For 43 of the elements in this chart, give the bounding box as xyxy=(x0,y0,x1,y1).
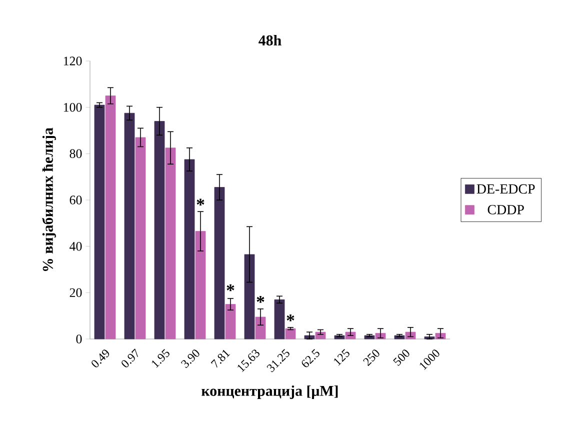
legend-label: CDDP xyxy=(488,204,524,214)
bar xyxy=(94,104,105,340)
y-tick-label: 20 xyxy=(70,288,82,298)
x-tick-label: 7.81 xyxy=(210,350,230,368)
x-tick-label: 500 xyxy=(393,350,410,366)
chart-title: 48h xyxy=(258,34,282,46)
y-tick-label: 0 xyxy=(76,334,82,344)
bar xyxy=(105,96,116,340)
x-tick-label: 0.49 xyxy=(92,350,110,368)
legend-label: DE-EDCP xyxy=(476,184,535,194)
bar xyxy=(424,336,435,340)
bar xyxy=(124,112,135,340)
bar xyxy=(255,316,266,340)
y-tick-label: 60 xyxy=(70,196,82,204)
x-tick-label: 125 xyxy=(334,349,350,366)
y-axis-title: % вијабилних ћелија xyxy=(42,128,56,272)
bar xyxy=(154,121,165,340)
y-tick-label: 80 xyxy=(70,149,82,158)
bar xyxy=(435,333,446,340)
bar xyxy=(225,304,236,340)
bar xyxy=(195,231,206,340)
bar xyxy=(285,328,296,340)
x-tick-label: 1.95 xyxy=(152,349,170,368)
annotation: * xyxy=(196,198,204,206)
bar xyxy=(244,254,255,340)
annotation: * xyxy=(226,284,234,292)
bar xyxy=(304,335,315,340)
x-tick-label: 3.90 xyxy=(181,350,200,368)
x-tick-label: 250 xyxy=(363,350,380,366)
bar xyxy=(214,187,225,340)
bar xyxy=(165,148,176,340)
x-axis-title: концентрација [μM] xyxy=(202,385,338,399)
annotation: * xyxy=(256,296,264,303)
annotation: * xyxy=(286,314,294,322)
x-tick-label: 62.5 xyxy=(302,349,320,368)
y-tick-label: 120 xyxy=(64,56,82,66)
bar xyxy=(274,299,285,340)
bar xyxy=(184,159,195,340)
x-tick-label: 0.97 xyxy=(122,348,138,368)
y-tick-label: 40 xyxy=(70,242,82,251)
bar xyxy=(135,137,146,340)
bar xyxy=(375,333,386,340)
y-tick-label: 100 xyxy=(64,102,82,112)
